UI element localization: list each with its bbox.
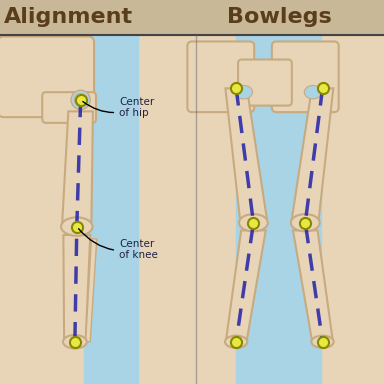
Ellipse shape	[235, 85, 253, 99]
Ellipse shape	[71, 90, 90, 109]
Ellipse shape	[305, 85, 322, 99]
FancyBboxPatch shape	[42, 92, 96, 123]
Ellipse shape	[63, 335, 87, 349]
Text: Center
of hip: Center of hip	[83, 97, 154, 118]
Ellipse shape	[311, 336, 334, 348]
Text: Alignment: Alignment	[4, 7, 133, 27]
Ellipse shape	[74, 94, 87, 106]
Ellipse shape	[291, 214, 319, 231]
FancyBboxPatch shape	[272, 41, 339, 112]
Polygon shape	[63, 235, 90, 342]
FancyBboxPatch shape	[238, 60, 292, 106]
Polygon shape	[293, 230, 333, 342]
Text: Bowlegs: Bowlegs	[227, 7, 331, 27]
Polygon shape	[62, 111, 93, 223]
Polygon shape	[86, 239, 97, 342]
FancyBboxPatch shape	[0, 36, 94, 117]
Bar	[0, 0, 384, 35]
Polygon shape	[225, 88, 267, 219]
Polygon shape	[292, 88, 333, 219]
Text: Center
of knee: Center of knee	[79, 229, 158, 260]
FancyBboxPatch shape	[187, 41, 254, 112]
Polygon shape	[226, 230, 266, 342]
Polygon shape	[84, 35, 138, 384]
Ellipse shape	[61, 217, 93, 236]
Polygon shape	[236, 35, 321, 384]
Ellipse shape	[239, 214, 268, 231]
Ellipse shape	[225, 336, 247, 348]
